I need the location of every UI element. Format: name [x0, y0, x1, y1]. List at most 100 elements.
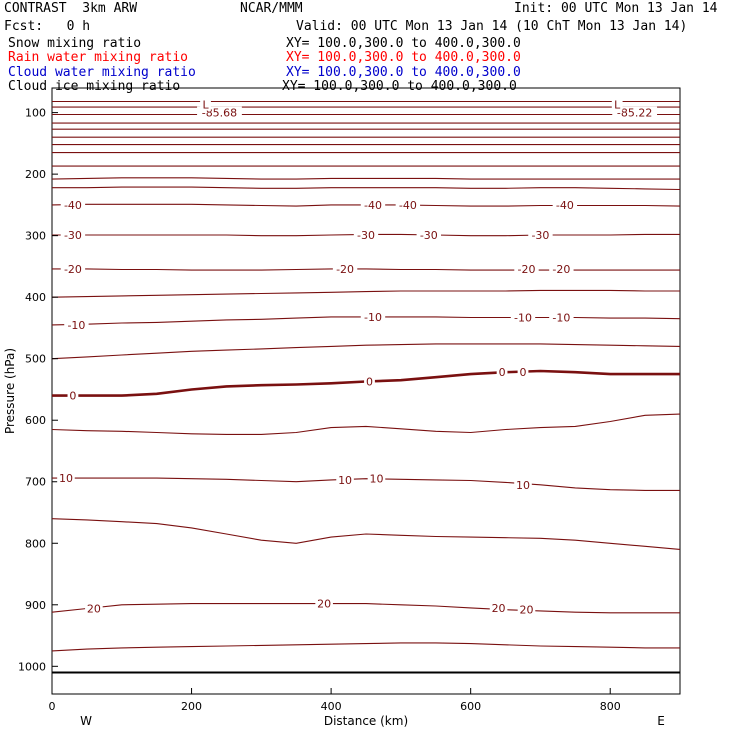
- contour-label: L: [614, 99, 621, 112]
- contour-label: -30: [420, 229, 438, 242]
- y-tick-label: 300: [25, 230, 46, 243]
- field-xy-snow: XY= 100.0,300.0 to 400.0,300.0: [286, 36, 521, 51]
- contour-label: 0: [69, 390, 76, 403]
- contour-label-bg: [364, 375, 375, 388]
- field-name-snow: Snow mixing ratio: [8, 36, 142, 51]
- contour-label: 20: [87, 602, 101, 615]
- contour-label: 0: [499, 366, 506, 379]
- contour-label: L: [202, 99, 209, 112]
- x-tick-label: 600: [460, 700, 481, 713]
- contour-label-bg: [64, 318, 89, 331]
- contour-label-bg: [549, 262, 574, 275]
- contour-label-bg: [416, 229, 441, 242]
- contour-label-bg: [528, 229, 553, 242]
- contour-label-bg: [332, 262, 358, 275]
- contour-label-bg: [360, 198, 386, 211]
- y-tick-label: 1000: [18, 660, 46, 673]
- contour-label-bg: [549, 311, 574, 324]
- plot-frame: [51, 87, 681, 695]
- east-end-label: E: [657, 714, 665, 728]
- contour-label: -85.22: [617, 107, 652, 120]
- model-title: CONTRAST 3km ARW: [4, 1, 138, 16]
- init-time: Init: 00 UTC Mon 13 Jan 14: [514, 1, 718, 16]
- contour-label-bg: [353, 229, 379, 242]
- contour-label: -10: [67, 319, 85, 332]
- contour-label-bg: [200, 98, 211, 111]
- contour-label: -20: [552, 263, 570, 276]
- contour-label: 10: [338, 474, 352, 487]
- x-tick-label: 400: [321, 700, 342, 713]
- y-tick-label: 400: [25, 291, 46, 304]
- contour-label-bg: [367, 472, 386, 485]
- contour-label-bg: [60, 198, 86, 211]
- contour-label-bg: [57, 472, 75, 485]
- contour-label: 0: [520, 366, 527, 379]
- contour-label: -10: [514, 311, 532, 324]
- contour-label-bg: [360, 310, 386, 323]
- x-tick-label: 0: [49, 700, 56, 713]
- contour-label-bg: [489, 601, 508, 614]
- contour-label: 20: [519, 604, 533, 617]
- contour-line-c19: [51, 413, 681, 435]
- contour-line-c21: [51, 518, 681, 550]
- contour-line-c17: [51, 343, 681, 360]
- contour-label-bg: [496, 366, 508, 379]
- contour-label: 10: [516, 479, 530, 492]
- org-label: NCAR/MMM: [240, 1, 303, 16]
- contour-label-bg: [517, 603, 536, 616]
- contour-label-bg: [517, 366, 529, 379]
- valid-time: Valid: 00 UTC Mon 13 Jan 14 (10 ChT Mon …: [296, 19, 688, 34]
- contour-label: -40: [64, 199, 82, 212]
- contour-label-bg: [552, 198, 578, 211]
- field-name-cloudwater: Cloud water mixing ratio: [8, 65, 196, 80]
- y-tick-label: 200: [25, 168, 46, 181]
- field-xy-cloudice: XY= 100.0,300.0 to 400.0,300.0: [282, 79, 517, 94]
- y-tick-label: 800: [25, 537, 46, 550]
- contour-label: -40: [364, 199, 382, 212]
- x-tick-label: 800: [600, 700, 621, 713]
- contour-label-bg: [514, 262, 539, 275]
- contour-label: 20: [492, 602, 506, 615]
- contour-label-bg: [611, 98, 623, 111]
- field-xy-cloudwater: XY= 100.0,300.0 to 400.0,300.0: [286, 65, 521, 80]
- contour-line-c15: [51, 289, 680, 298]
- y-tick-label: 900: [25, 599, 46, 612]
- contour-label: -30: [531, 229, 549, 242]
- contour-label: -40: [556, 199, 574, 212]
- contour-label-bg: [85, 602, 103, 615]
- field-xy-rain: XY= 100.0,300.0 to 400.0,300.0: [286, 50, 521, 65]
- contour-line-20: [51, 603, 680, 614]
- forecast-hour: Fcst: 0 h: [4, 19, 91, 34]
- west-end-label: W: [80, 714, 92, 728]
- y-tick-label: 500: [25, 353, 46, 366]
- contour-label: 10: [369, 473, 383, 486]
- contour-label: -40: [399, 199, 417, 212]
- contour-label: 10: [59, 472, 73, 485]
- contour-label-bg: [67, 389, 79, 402]
- y-tick-label: 600: [25, 414, 46, 427]
- contour-label-bg: [612, 106, 658, 119]
- contour-label: 20: [317, 598, 331, 611]
- contour-label: -30: [64, 229, 82, 242]
- contour-label-bg: [514, 478, 532, 491]
- contour-label-bg: [60, 262, 86, 275]
- contour-label-bg: [336, 473, 354, 486]
- field-name-cloudice: Cloud ice mixing ratio: [8, 79, 181, 94]
- field-name-rain: Rain water mixing ratio: [8, 50, 189, 65]
- contour-label-bg: [510, 311, 536, 324]
- contour-label: -10: [552, 311, 570, 324]
- contour-label: 0: [366, 375, 373, 388]
- contour-line--20: [52, 268, 680, 271]
- contour-label: -20: [336, 263, 354, 276]
- y-tick-label: 700: [25, 476, 46, 489]
- y-axis-label: Pressure (hPa): [3, 348, 17, 434]
- y-tick-label: 100: [25, 107, 46, 120]
- contour-label: -20: [518, 263, 536, 276]
- contour-label: -10: [364, 311, 382, 324]
- contour-line-c23: [51, 642, 680, 652]
- contour-line-c11: [52, 186, 681, 191]
- contour-label-bg: [60, 229, 86, 242]
- contour-line-c10: [51, 177, 680, 180]
- contour-label-bg: [395, 198, 421, 211]
